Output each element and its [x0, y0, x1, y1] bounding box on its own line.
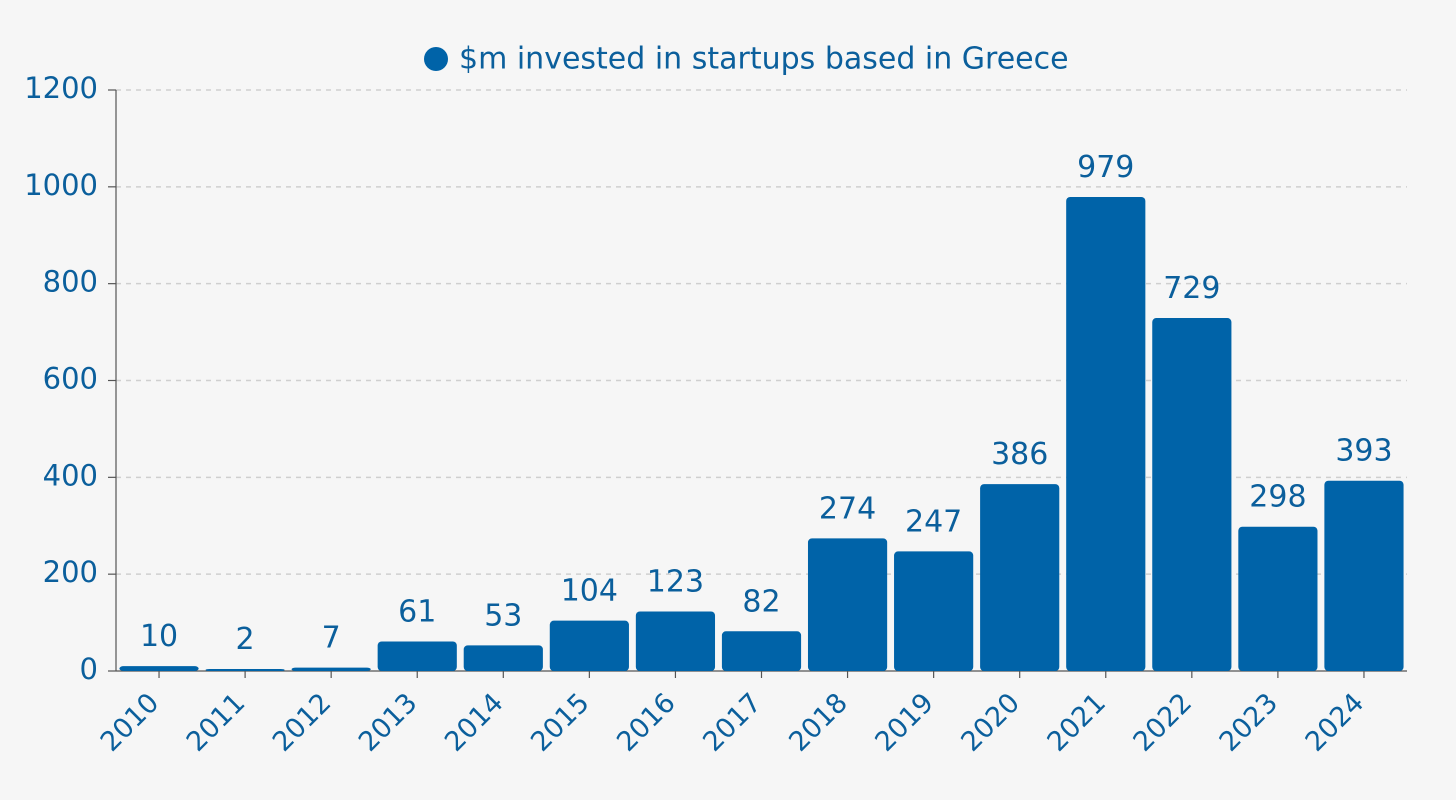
data-label: 82	[742, 584, 780, 619]
bar	[119, 666, 199, 671]
data-label: 979	[1077, 150, 1134, 185]
bar	[721, 631, 802, 671]
bar	[1324, 480, 1404, 671]
bar	[205, 669, 285, 671]
x-tick-label: 2017	[697, 687, 768, 758]
x-tick-label: 2023	[1214, 687, 1285, 758]
bar	[291, 667, 371, 671]
x-tick-label: 2022	[1128, 687, 1199, 758]
data-label: 274	[819, 491, 876, 526]
data-label: 104	[561, 574, 618, 609]
data-label: 247	[905, 504, 962, 539]
bar	[1152, 318, 1232, 671]
x-tick-label: 2012	[267, 687, 338, 758]
x-tick-label: 2013	[353, 687, 424, 758]
bar	[980, 484, 1060, 671]
y-tick-label: 0	[80, 652, 98, 686]
x-tick-label: 2020	[955, 687, 1026, 758]
bar	[807, 538, 888, 671]
data-label: 2	[236, 622, 255, 657]
y-tick-label: 600	[43, 362, 98, 396]
x-tick-label: 2014	[439, 687, 510, 758]
x-tick-label: 2021	[1042, 687, 1113, 758]
data-label: 386	[991, 437, 1048, 472]
y-tick-label: 200	[43, 555, 98, 589]
y-tick-label: 1000	[24, 168, 98, 202]
data-label: 53	[484, 598, 522, 633]
x-tick-label: 2010	[95, 687, 166, 758]
bar	[1066, 197, 1146, 671]
y-tick-label: 1200	[24, 71, 98, 105]
x-tick-label: 2018	[783, 687, 854, 758]
x-tick-label: 2016	[611, 687, 682, 758]
data-label: 7	[322, 621, 341, 656]
bar	[894, 551, 974, 671]
bar	[549, 620, 629, 671]
x-tick-label: 2019	[869, 687, 940, 758]
bar	[463, 645, 543, 671]
bars-layer	[119, 197, 1404, 671]
y-tick-label: 800	[43, 265, 98, 299]
data-label: 123	[647, 564, 704, 599]
x-tick-label: 2011	[181, 687, 252, 758]
data-label: 298	[1249, 480, 1306, 515]
bar	[1238, 526, 1318, 671]
legend-label: $m invested in startups based in Greece	[459, 42, 1069, 77]
labels-layer: 10 2 7 61 53 104 123 82 274 247 386 979 729 298 393	[140, 150, 1393, 657]
bar	[377, 641, 457, 671]
data-label: 10	[140, 619, 178, 654]
chart-legend: $m invested in startups based in Greece	[424, 42, 1069, 77]
x-tick-label: 2015	[525, 687, 596, 758]
x-tick-label: 2024	[1300, 687, 1371, 758]
data-label: 61	[398, 594, 436, 629]
data-label: 393	[1335, 434, 1392, 469]
bar	[635, 611, 716, 671]
y-tick-label: 400	[43, 458, 98, 492]
data-label: 729	[1163, 271, 1220, 306]
legend-marker	[424, 47, 448, 71]
